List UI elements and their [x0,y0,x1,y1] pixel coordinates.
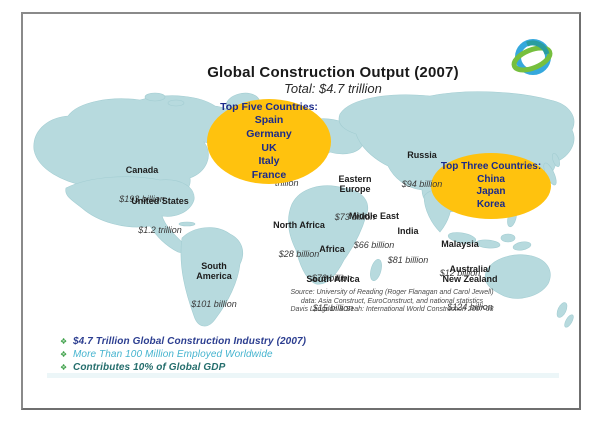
company-logo-icon [511,39,553,75]
page-title: Global Construction Output (2007) [207,64,459,81]
callout-country: Italy [258,155,280,168]
map-label-south-africa: South Africa $15 billion [306,274,360,313]
diamond-bullet-icon: ❖ [60,336,68,346]
occluded-label-fragment: trillion [275,178,299,188]
map-label-malaysia: Malaysia $12 billion [439,239,481,278]
bullet-text: $4.7 Trillion Global Construction Indust… [73,335,307,347]
continent-australia [484,254,551,299]
callout-top-five-countries: Top Five Countries: Spain Germany UK Ita… [207,99,331,184]
source-line: data: Asia Construct, EuroConstruct, and… [300,297,484,305]
map-label-australia-new-zealand: Australia/ New Zealand $124 billion [442,264,498,312]
callout-heading: Top Five Countries: [220,100,318,113]
diamond-bullet-icon: ❖ [60,349,68,359]
callout-country: Germany [246,127,292,140]
bullet-item-industry: ❖ $4.7 Trillion Global Construction Indu… [60,335,306,347]
divider-strip [47,373,559,378]
callout-country: Japan [476,186,506,197]
map-label-north-africa: North Africa $28 billion [273,220,325,259]
bullet-item-gdp: ❖ Contributes 10% of Global GDP [60,361,225,373]
bullet-text: Contributes 10% of Global GDP [73,361,226,373]
continent-africa [288,185,368,285]
map-label-canada: Canada $193 billion [119,165,165,204]
callout-heading: Top Three Countries: [440,161,542,172]
page-subtitle: Total: $4.7 trillion [284,81,382,96]
source-line: Davis Langdon & Seah: International Worl… [290,306,494,314]
slide-frame: Global Construction Output (2007) Total:… [21,12,581,410]
callout-country: China [477,173,505,185]
diamond-bullet-icon: ❖ [60,362,68,372]
map-label-middle-east: Middle East $66 billion [348,211,400,250]
map-label-india: India $81 billion [387,226,429,265]
continent-south-america [180,227,243,327]
source-note: Source: University of Reading (Roger Fla… [242,289,542,315]
map-label-eastern-europe: Eastern Europe $73 billion [334,174,376,222]
map-label-russia: Russia $94 billion [401,150,443,189]
callout-country: Korea [476,198,506,210]
callout-country: France [251,168,287,181]
bullet-text: More Than 100 Million Employed Worldwide [73,348,273,360]
callout-country: Spain [254,114,284,127]
callout-country: UK [261,141,277,154]
source-line: Source: University of Reading (Roger Fla… [290,289,494,296]
map-label-south-america: South America $101 billion [191,261,237,309]
map-label-africa: Africa $70 billion [311,244,353,283]
map-label-united-states: United States $1.2 trillion [131,196,189,235]
bullet-item-employment: ❖ More Than 100 Million Employed Worldwi… [60,348,273,360]
callout-top-three-countries: Top Three Countries: China Japan Korea [431,153,551,219]
